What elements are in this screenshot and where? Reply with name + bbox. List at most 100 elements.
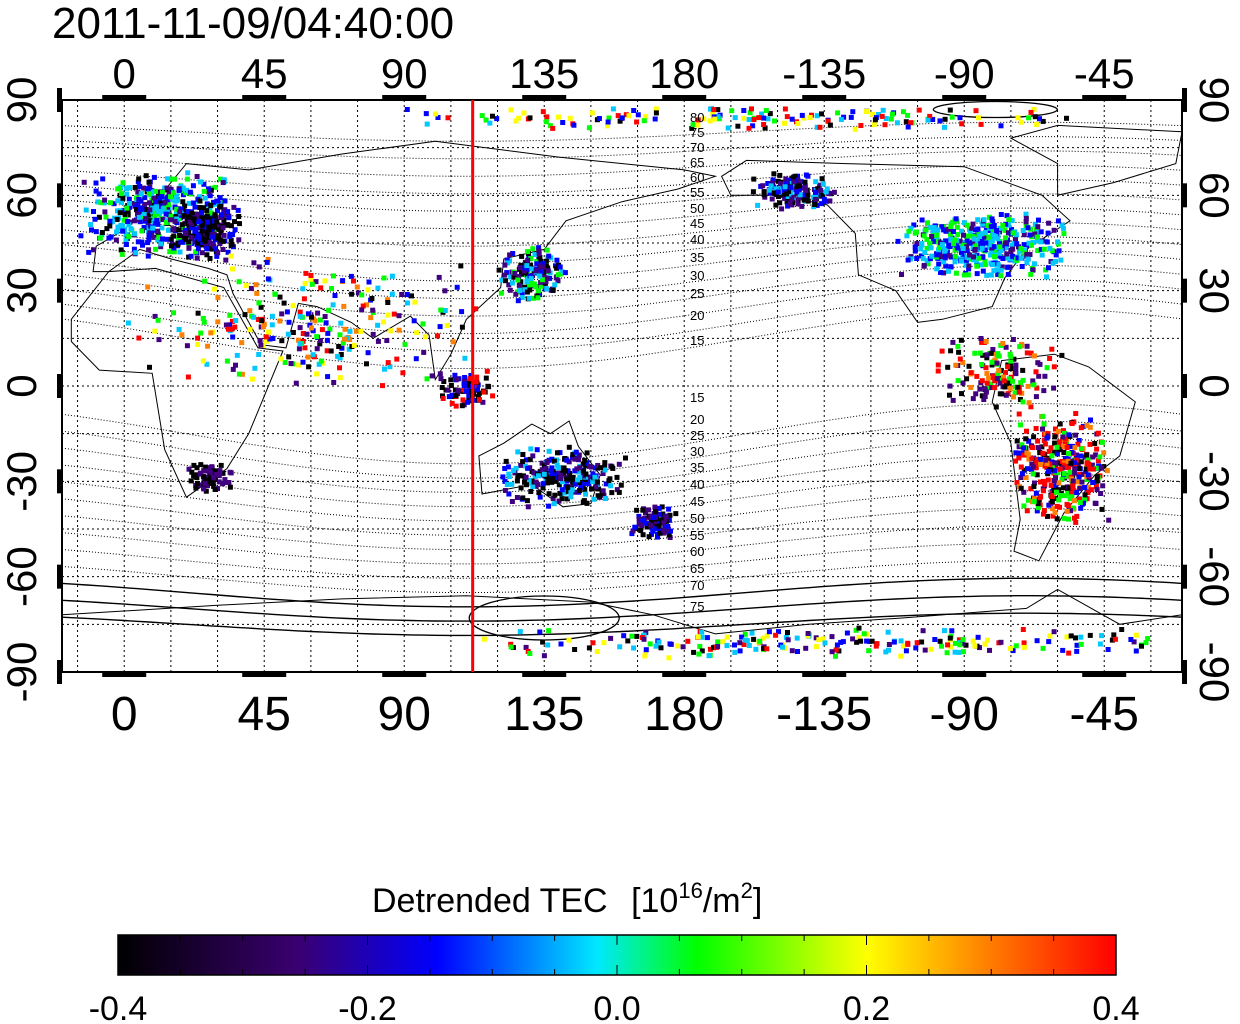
tec-point <box>442 308 448 313</box>
tec-point <box>382 366 388 372</box>
tec-point <box>538 283 544 289</box>
tec-point <box>1021 242 1027 248</box>
tec-point <box>539 277 545 283</box>
tec-point <box>1033 426 1039 431</box>
tec-point <box>1061 428 1066 434</box>
tec-point <box>805 173 811 179</box>
tec-point <box>204 208 210 214</box>
tec-point <box>675 643 681 649</box>
tec-point <box>524 279 530 285</box>
tec-point <box>93 229 99 235</box>
tec-point <box>1085 457 1091 463</box>
tec-point <box>178 239 184 245</box>
tec-point <box>1072 498 1077 504</box>
tec-point <box>1015 255 1021 261</box>
tec-point <box>880 107 886 113</box>
tec-point <box>1012 390 1018 396</box>
tec-point <box>820 181 826 187</box>
tec-point <box>422 334 428 340</box>
tec-point <box>435 333 440 339</box>
tec-point <box>360 303 366 309</box>
tec-point <box>1093 484 1099 489</box>
tec-point <box>1044 239 1050 245</box>
tec-point <box>502 262 508 268</box>
tec-point <box>550 287 556 293</box>
tec-point <box>934 252 939 258</box>
tec-point <box>213 471 219 477</box>
tec-point <box>1059 352 1065 358</box>
contour-label: 50 <box>690 511 704 526</box>
tec-point <box>874 641 880 647</box>
contour-line <box>62 560 1182 593</box>
tec-point <box>325 374 331 380</box>
tec-point <box>202 481 208 486</box>
tec-point <box>211 199 216 205</box>
tec-point <box>766 629 772 635</box>
tec-point <box>947 383 953 389</box>
tec-point <box>196 236 202 242</box>
tec-point <box>1003 370 1008 376</box>
tec-point <box>270 336 276 341</box>
tec-point <box>281 300 287 306</box>
tec-point <box>204 201 210 207</box>
tec-point <box>498 290 504 296</box>
tec-point <box>1034 508 1040 514</box>
tec-point <box>1072 466 1078 472</box>
tec-point <box>854 639 860 645</box>
tec-point <box>931 225 937 231</box>
tec-point <box>524 482 529 488</box>
tec-point <box>852 126 858 132</box>
tec-point <box>202 234 208 240</box>
contour-line <box>62 307 1182 369</box>
tec-point <box>161 209 166 214</box>
tec-point <box>545 265 551 271</box>
tec-point <box>1092 441 1098 446</box>
frame-bar-bottom <box>522 672 567 677</box>
tec-point <box>154 217 160 223</box>
tec-point <box>124 191 130 197</box>
tec-point <box>590 471 596 477</box>
tec-point <box>236 214 242 219</box>
tec-point <box>1078 446 1084 452</box>
tec-point <box>223 322 229 328</box>
timestamp-title: 2011-11-09/04:40:00 <box>52 0 454 48</box>
tec-point <box>1019 471 1025 477</box>
tec-point <box>959 391 964 397</box>
tec-point <box>160 217 166 222</box>
tec-point <box>528 256 534 262</box>
tec-point <box>866 648 872 654</box>
tec-point <box>963 642 969 648</box>
tec-point <box>381 275 387 281</box>
frame-bar-left <box>57 469 62 494</box>
tec-point <box>591 496 597 502</box>
tec-point <box>210 234 216 240</box>
tec-point <box>204 252 210 258</box>
tec-point <box>1025 466 1030 472</box>
tec-point <box>1094 474 1100 480</box>
tec-point <box>160 236 165 242</box>
tec-point <box>990 219 996 224</box>
tec-point <box>978 336 984 341</box>
tec-point <box>212 224 218 230</box>
tec-point <box>952 640 958 646</box>
tec-point <box>168 217 173 223</box>
tec-point <box>629 633 635 639</box>
tec-point <box>413 356 419 362</box>
tec-point <box>1046 468 1051 474</box>
tec-point <box>198 179 203 185</box>
tec-point <box>603 496 609 501</box>
tec-point <box>1061 450 1067 455</box>
tec-point <box>925 261 931 267</box>
tec-point <box>898 653 904 659</box>
tec-point <box>237 221 242 227</box>
tec-point <box>1009 227 1014 232</box>
tec-point <box>590 640 596 646</box>
tec-point <box>279 311 285 317</box>
tec-point <box>186 200 192 206</box>
tec-point <box>1086 484 1091 490</box>
tec-point <box>992 248 998 254</box>
tec-point <box>328 348 334 354</box>
tec-point <box>1035 224 1041 230</box>
tec-point <box>323 320 329 326</box>
tec-point <box>829 634 835 640</box>
